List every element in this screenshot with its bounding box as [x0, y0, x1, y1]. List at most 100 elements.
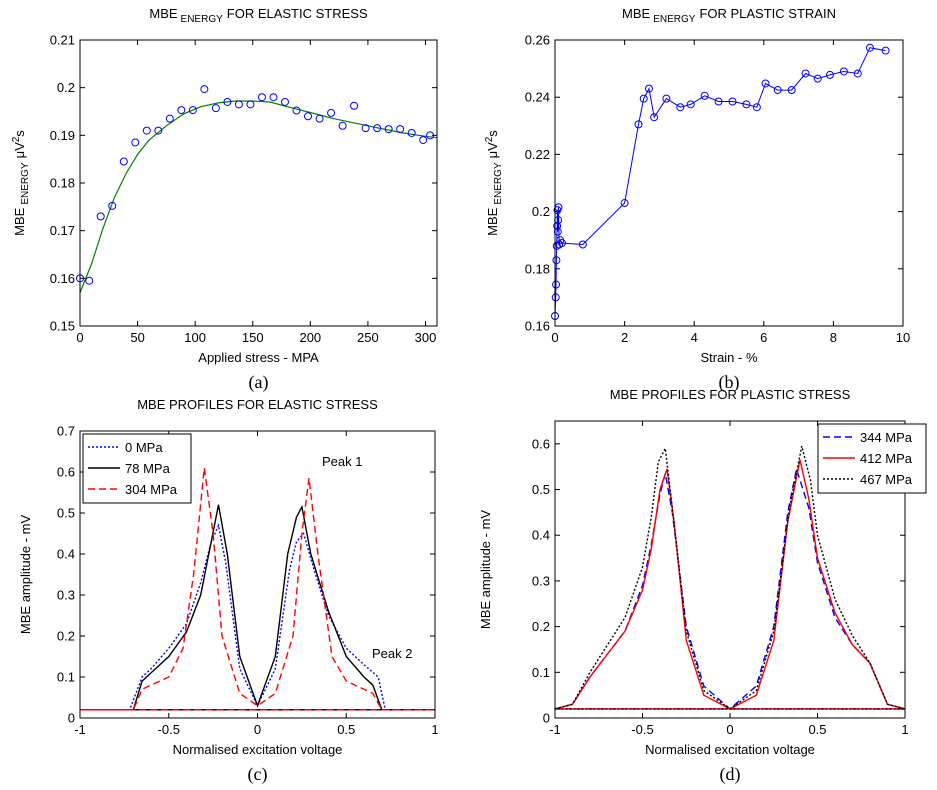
data-point: [853, 69, 862, 78]
axes-box: [554, 39, 904, 327]
data-point: [85, 276, 94, 285]
y-tick-label: 0.19: [50, 128, 75, 143]
y-tick-label: 0.5: [532, 482, 550, 497]
legend-label: 78 MPa: [125, 461, 171, 476]
x-tick-label: 150: [242, 330, 264, 345]
data-point: [676, 103, 685, 112]
y-tick-label: 0.2: [532, 619, 550, 634]
legend-label: 304 MPa: [125, 482, 178, 497]
data-point: [304, 112, 313, 121]
text-part: μV: [12, 142, 27, 158]
data-point: [426, 131, 435, 140]
data-point: [165, 114, 174, 123]
y-tick-label: 0: [68, 711, 75, 726]
legend-label: 467 MPa: [860, 472, 913, 487]
data-point: [269, 93, 278, 102]
y-tick-label: 0.1: [57, 670, 75, 685]
data-point: [373, 124, 382, 133]
series-line: [80, 522, 435, 711]
data-point: [578, 240, 587, 249]
data-point: [761, 79, 770, 88]
y-tick-label: 0.5: [57, 506, 75, 521]
y-tick-label: 0.22: [525, 147, 550, 162]
text-part: s: [485, 130, 500, 137]
x-tick-label: 0.5: [808, 722, 826, 737]
x-tick-label: 4: [691, 330, 698, 345]
panel-label: (d): [720, 764, 741, 785]
x-axis-label: Strain - %: [700, 350, 758, 365]
y-tick-label: 0.26: [525, 33, 550, 48]
data-point: [315, 114, 324, 123]
data-point: [419, 136, 428, 145]
y-axis-label: MBE ENERGY μV2s: [11, 130, 31, 236]
data-point: [223, 97, 232, 106]
data-point: [644, 84, 653, 93]
x-tick-label: -0.5: [631, 722, 653, 737]
data-point: [396, 125, 405, 134]
chart-title: MBE ENERGY FOR PLASTIC STRAIN: [622, 6, 836, 25]
text-part: 2: [11, 136, 22, 142]
panel-label: (b): [719, 372, 740, 393]
data-point: [620, 199, 629, 208]
chart-title: MBE ENERGY FOR ELASTIC STRESS: [149, 6, 368, 25]
chart-title: MBE PROFILES FOR ELASTIC STRESS: [137, 397, 378, 412]
x-tick-label: 6: [760, 330, 767, 345]
x-tick-label: 0.5: [337, 722, 355, 737]
x-axis-label: Normalised excitation voltage: [645, 742, 815, 757]
legend-label: 0 MPa: [125, 440, 163, 455]
x-tick-label: 0: [254, 722, 261, 737]
data-point: [552, 256, 561, 265]
data-point: [96, 212, 105, 221]
data-point: [338, 121, 347, 130]
y-axis-label: MBE ENERGY μV2s: [484, 130, 504, 236]
y-axis-label: MBE amplitude - mV: [478, 510, 493, 630]
data-point: [119, 157, 128, 166]
y-tick-label: 0.4: [57, 547, 75, 562]
axes-box: [79, 430, 436, 719]
y-tick-label: 0.6: [532, 436, 550, 451]
x-tick-label: 200: [299, 330, 321, 345]
y-tick-label: 0.15: [50, 319, 75, 334]
data-point: [142, 126, 151, 135]
y-axis-label: MBE amplitude - mV: [18, 515, 33, 635]
chart-title: MBE PROFILES FOR PLASTIC STRESS: [610, 387, 851, 402]
data-point: [557, 239, 566, 248]
annotation: Peak 1: [322, 454, 362, 469]
legend-label: 344 MPa: [860, 430, 913, 445]
x-tick-label: 250: [357, 330, 379, 345]
data-point: [787, 86, 796, 95]
plot-area: [555, 40, 903, 326]
x-tick-label: 10: [896, 330, 910, 345]
data-point: [211, 104, 220, 113]
text-part: 2: [484, 136, 495, 142]
text-part: ENERGY: [653, 14, 696, 25]
data-point: [350, 101, 359, 110]
text-part: μV: [485, 142, 500, 158]
x-tick-label: 300: [415, 330, 437, 345]
y-tick-label: 0.2: [57, 629, 75, 644]
data-point: [714, 97, 723, 106]
x-axis-label: Applied stress - MPA: [198, 350, 319, 365]
y-tick-label: 0.2: [57, 80, 75, 95]
x-tick-label: 0: [551, 330, 558, 345]
data-point: [131, 138, 140, 147]
x-tick-label: -0.5: [158, 722, 180, 737]
y-tick-label: 0.18: [525, 261, 550, 276]
x-tick-label: 0: [726, 722, 733, 737]
data-point: [742, 100, 751, 109]
x-tick-label: 100: [184, 330, 206, 345]
data-point: [801, 69, 810, 78]
text-part: FOR ELASTIC STRESS: [227, 6, 368, 21]
data-point: [553, 221, 562, 230]
data-point: [634, 120, 643, 129]
y-tick-label: 0.16: [50, 271, 75, 286]
data-point: [361, 124, 370, 133]
y-tick-label: 0.7: [57, 424, 75, 439]
data-point: [700, 91, 709, 100]
text-part: s: [12, 130, 27, 137]
axes-box: [554, 420, 906, 719]
series-line: [554, 445, 906, 710]
data-point: [553, 227, 562, 236]
series-line: [80, 504, 435, 711]
